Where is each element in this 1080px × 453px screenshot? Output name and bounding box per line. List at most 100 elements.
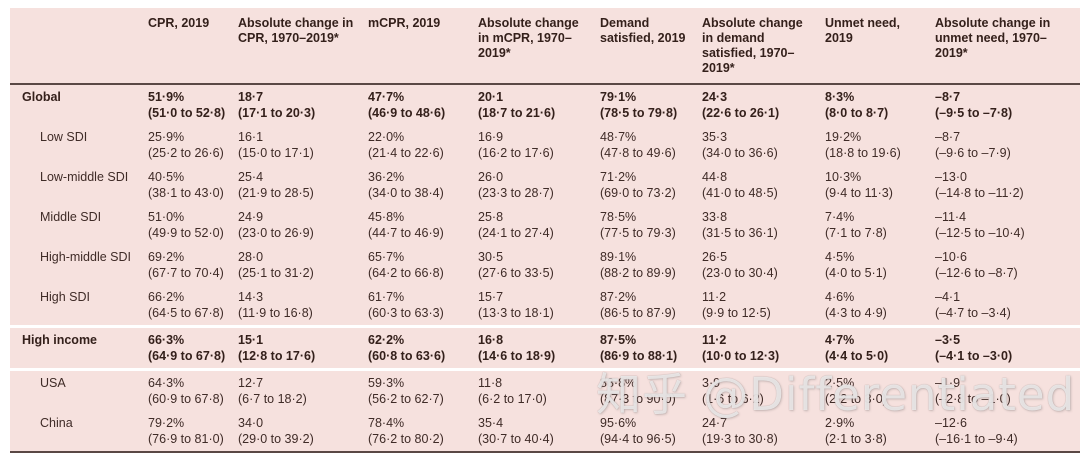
cell-interval: (19·3 to 30·8) (702, 432, 778, 446)
cell-value: 78·5% (600, 210, 637, 224)
cell-interval: (23·0 to 30·4) (702, 266, 778, 280)
cell-interval: (46·9 to 48·6) (368, 106, 446, 120)
cell-value: 69·2% (148, 250, 185, 264)
row-label: China (40, 416, 73, 430)
table-cell: 15·1 (12·8 to 17·6) (238, 332, 368, 364)
cell-interval: (1·6 to 6·2) (702, 392, 764, 406)
table-cell: 87·5% (86·9 to 88·1) (600, 332, 702, 364)
cell-value: 48·7% (600, 130, 637, 144)
table-cell: 61·7% (60·3 to 63·3) (368, 289, 478, 321)
cell-interval: (25·1 to 31·2) (238, 266, 314, 280)
cell-value: 47·7% (368, 90, 405, 104)
cell-value: 71·2% (600, 170, 637, 184)
cell-value: 15·1 (238, 333, 264, 347)
cell-value: 11·2 (702, 290, 727, 304)
cell-interval: (76·9 to 81·0) (148, 432, 224, 446)
cell-interval: (34·0 to 38·4) (368, 186, 444, 200)
cell-interval: (29·0 to 39·2) (238, 432, 314, 446)
cell-value: 44·8 (702, 170, 728, 184)
cell-interval: (–9·5 to –7·8) (935, 106, 1013, 120)
cell-value: 2·9% (825, 416, 855, 430)
table-cell: 65·7% (64·2 to 66·8) (368, 249, 478, 281)
cell-value: 40·5% (148, 170, 185, 184)
cell-interval: (–16·1 to –9·4) (935, 432, 1018, 446)
cell-value: 51·9% (148, 90, 185, 104)
cell-interval: (–14·8 to –11·2) (935, 186, 1024, 200)
cell-value: 26·5 (702, 250, 728, 264)
cell-value: 16·8 (478, 333, 504, 347)
table-row: USA 64·3% (60·9 to 67·8) 12·7 (6·7 to 18·2) 5… (10, 371, 1080, 411)
cell-interval: (86·5 to 87·9) (600, 306, 676, 320)
cell-interval: (49·9 to 52·0) (148, 226, 224, 240)
table-cell: 12·7 (6·7 to 18·2) (238, 375, 368, 407)
table-cell: 78·5% (77·5 to 79·3) (600, 209, 702, 241)
cell-value: 66·3% (148, 333, 185, 347)
cell-value: 79·2% (148, 416, 185, 430)
table-cell: –10·6 (–12·6 to –8·7) (935, 249, 1080, 281)
cell-interval: (64·2 to 66·8) (368, 266, 444, 280)
cell-interval: (2·1 to 3·8) (825, 432, 887, 446)
row-label: Global (22, 90, 61, 104)
cell-interval: (60·9 to 67·8) (148, 392, 224, 406)
table-cell: 34·0 (29·0 to 39·2) (238, 415, 368, 447)
table-cell: 14·3 (11·9 to 16·8) (238, 289, 368, 321)
table-cell: 25·9% (25·2 to 26·6) (148, 129, 238, 161)
table-cell: 11·8 (6·2 to 17·0) (478, 375, 600, 407)
table-body: Global 51·9% (51·0 to 52·8) 18·7 (17·1 to 20… (10, 85, 1080, 453)
cell-value: 16·9 (478, 130, 504, 144)
cell-interval: (86·9 to 88·1) (600, 349, 678, 363)
table-cell: 36·2% (34·0 to 38·4) (368, 169, 478, 201)
cell-interval: (23·3 to 28·7) (478, 186, 554, 200)
cell-value: –10·6 (935, 250, 967, 264)
table-cell: 88·8% (87·3 to 90·0) (600, 375, 702, 407)
cell-interval: (51·0 to 52·8) (148, 106, 226, 120)
cell-value: 25·8 (478, 210, 504, 224)
cell-interval: (21·9 to 28·5) (238, 186, 314, 200)
cell-value: 24·3 (702, 90, 728, 104)
cell-value: 16·1 (238, 130, 264, 144)
cell-value: 36·2% (368, 170, 405, 184)
table-cell: 87·2% (86·5 to 87·9) (600, 289, 702, 321)
cell-value: 61·7% (368, 290, 405, 304)
cell-value: 24·7 (702, 416, 728, 430)
cell-interval: (18·8 to 19·6) (825, 146, 901, 160)
cell-value: 59·3% (368, 376, 405, 390)
column-header: Unmet need, 2019 (825, 16, 901, 45)
table-cell: –11·4 (–12·5 to –10·4) (935, 209, 1080, 241)
cell-interval: (16·2 to 17·6) (478, 146, 554, 160)
column-header: CPR, 2019 (148, 16, 210, 30)
table-cell: 22·0% (21·4 to 22·6) (368, 129, 478, 161)
cell-interval: (67·7 to 70·4) (148, 266, 224, 280)
cell-value: 79·1% (600, 90, 637, 104)
table-cell: 28·0 (25·1 to 31·2) (238, 249, 368, 281)
cell-value: 4·5% (825, 250, 855, 264)
table-cell: –1·9 (–2·8 to –1·0) (935, 375, 1080, 407)
cell-value: 8·3% (825, 90, 855, 104)
cell-value: 14·3 (238, 290, 264, 304)
table-cell: 24·3 (22·6 to 26·1) (702, 89, 825, 121)
table-cell: 51·9% (51·0 to 52·8) (148, 89, 238, 121)
cell-value: 33·8 (702, 210, 728, 224)
cell-value: 10·3% (825, 170, 862, 184)
cell-interval: (–12·5 to –10·4) (935, 226, 1025, 240)
cell-value: –1·9 (935, 376, 961, 390)
cell-interval: (6·7 to 18·2) (238, 392, 307, 406)
table-cell: 79·2% (76·9 to 81·0) (148, 415, 238, 447)
statistics-table: CPR, 2019 Absolute change in CPR, 1970–20… (10, 8, 1080, 453)
cell-interval: (8·0 to 8·7) (825, 106, 889, 120)
cell-value: 25·4 (238, 170, 264, 184)
cell-interval: (14·6 to 18·9) (478, 349, 556, 363)
table-cell: 45·8% (44·7 to 46·9) (368, 209, 478, 241)
cell-interval: (34·0 to 36·6) (702, 146, 778, 160)
table-cell: 40·5% (38·1 to 43·0) (148, 169, 238, 201)
cell-value: 26·0 (478, 170, 504, 184)
table-row: Middle SDI 51·0% (49·9 to 52·0) 24·9 (23·0 t… (10, 205, 1080, 245)
table-cell: 16·1 (15·0 to 17·1) (238, 129, 368, 161)
cell-interval: (9·4 to 11·3) (825, 186, 893, 200)
table-row: High-middle SDI 69·2% (67·7 to 70·4) 28·0 (2… (10, 245, 1080, 285)
cell-value: 25·9% (148, 130, 185, 144)
cell-value: 19·2% (825, 130, 862, 144)
table-cell: 24·9 (23·0 to 26·9) (238, 209, 368, 241)
table-cell: 79·1% (78·5 to 79·8) (600, 89, 702, 121)
table-cell: 71·2% (69·0 to 73·2) (600, 169, 702, 201)
